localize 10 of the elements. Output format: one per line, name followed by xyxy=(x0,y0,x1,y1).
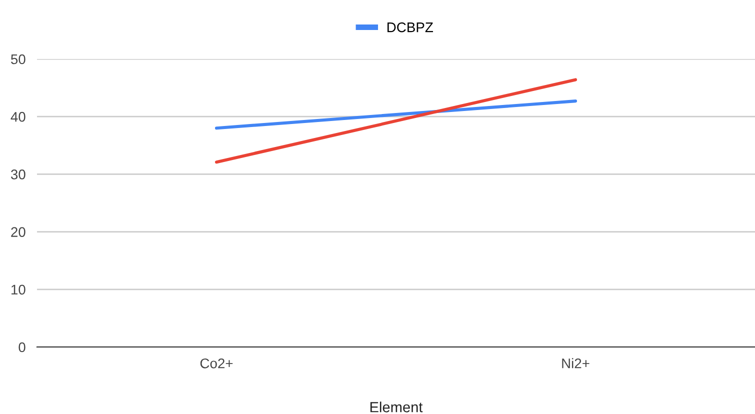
legend-label: DCBPZ xyxy=(387,22,433,32)
x-tick-label: Co2+ xyxy=(200,358,233,368)
y-tick-label: 20 xyxy=(11,227,26,237)
y-tick-label: 50 xyxy=(10,54,26,64)
x-tick-label: Ni2+ xyxy=(562,358,590,368)
y-tick-label: 40 xyxy=(10,112,26,122)
y-tick-label: 30 xyxy=(10,170,26,180)
x-axis-title: Element xyxy=(370,402,423,412)
y-tick-label: 0 xyxy=(18,342,26,352)
y-tick-label: 10 xyxy=(12,284,26,295)
